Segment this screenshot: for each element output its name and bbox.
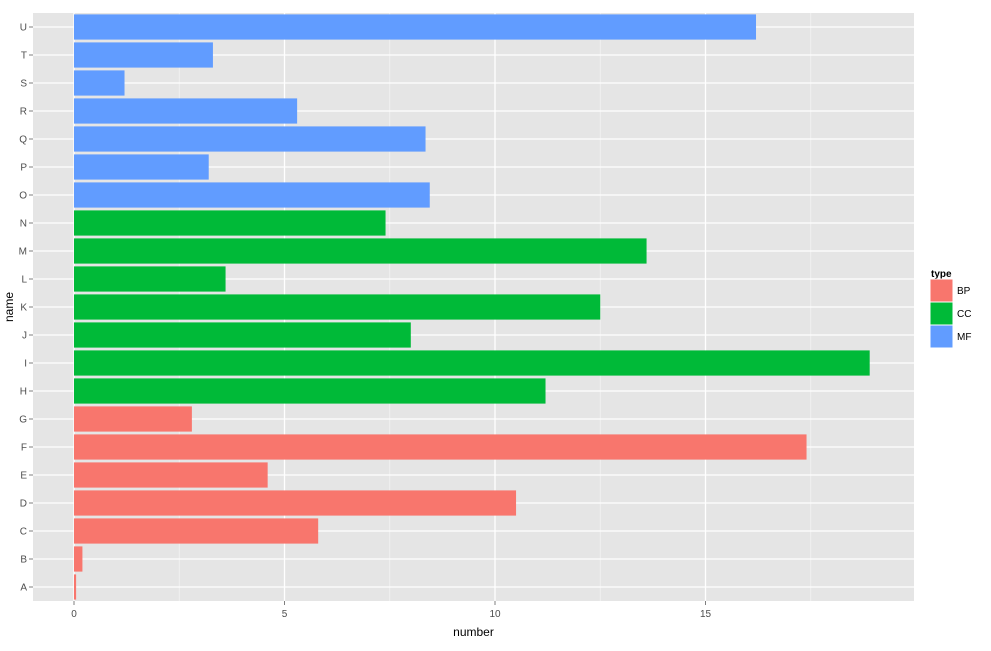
legend-label-CC: CC — [957, 309, 971, 320]
legend-label-MF: MF — [957, 332, 971, 343]
legend-key-BP — [930, 279, 953, 302]
y-tick-label: D — [20, 499, 27, 510]
y-tick-label: C — [20, 527, 27, 538]
x-tick-label: 10 — [489, 609, 501, 620]
y-tick-label: R — [20, 107, 27, 118]
y-tick-label: I — [24, 359, 27, 370]
bar-O — [74, 182, 430, 208]
y-tick-label: U — [20, 23, 27, 34]
y-tick-label: N — [20, 219, 27, 230]
x-axis-title: number — [453, 625, 494, 639]
bar-I — [74, 350, 870, 376]
y-tick-label: B — [20, 555, 27, 566]
y-tick-label: O — [19, 191, 27, 202]
legend-key-CC — [930, 302, 953, 325]
bar-E — [74, 462, 268, 488]
bar-M — [74, 238, 647, 264]
x-tick-label: 15 — [700, 609, 712, 620]
x-tick-label: 5 — [282, 609, 288, 620]
bar-A — [74, 574, 77, 600]
y-tick-label: F — [21, 443, 27, 454]
y-axis: A B C D E F G H I J K L M N O P Q R S T U — [19, 23, 33, 594]
y-tick-label: T — [21, 51, 27, 62]
x-axis: 0 5 10 15 — [71, 601, 711, 620]
y-tick-label: G — [19, 415, 27, 426]
bar-D — [74, 490, 517, 516]
y-tick-label: A — [20, 583, 27, 594]
legend-label-BP: BP — [957, 286, 971, 297]
bar-G — [74, 406, 192, 432]
bar-R — [74, 98, 298, 124]
y-tick-label: E — [20, 471, 27, 482]
bar-N — [74, 210, 386, 236]
bar-T — [74, 42, 213, 68]
bar-P — [74, 154, 209, 180]
bars — [74, 14, 870, 600]
bar-C — [74, 518, 319, 544]
y-tick-label: S — [20, 79, 27, 90]
x-tick-label: 0 — [71, 609, 77, 620]
legend: type BP CC MF — [929, 269, 971, 349]
y-tick-label: J — [22, 331, 27, 342]
y-tick-label: Q — [19, 135, 27, 146]
bar-Q — [74, 126, 426, 152]
legend-key-MF — [930, 325, 953, 348]
bar-B — [74, 546, 83, 572]
bar-L — [74, 266, 226, 292]
y-tick-label: M — [19, 247, 27, 258]
bar-K — [74, 294, 601, 320]
bar-J — [74, 322, 411, 348]
y-tick-label: K — [20, 303, 27, 314]
bar-U — [74, 14, 757, 40]
y-axis-title: name — [2, 292, 16, 322]
bar-H — [74, 378, 546, 404]
legend-title: type — [931, 269, 952, 280]
bar-S — [74, 70, 125, 96]
y-tick-label: P — [20, 163, 27, 174]
grid-lines — [33, 13, 914, 601]
bar-F — [74, 434, 807, 460]
y-tick-label: L — [21, 275, 27, 286]
y-tick-label: H — [20, 387, 27, 398]
